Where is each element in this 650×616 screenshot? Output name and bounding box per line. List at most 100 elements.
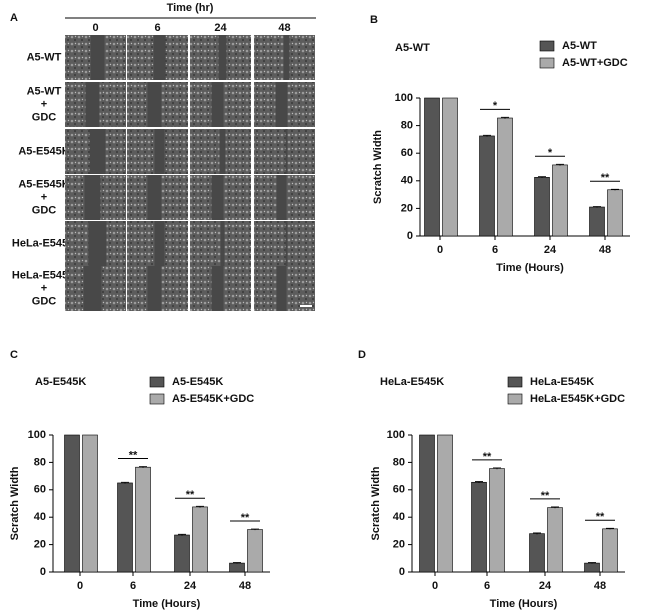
bar [64, 434, 80, 573]
row-label: A5-E545K [18, 178, 69, 190]
legend-label: A5-WT+GDC [562, 57, 628, 69]
bar [534, 177, 550, 237]
error-bar [233, 562, 241, 564]
significance-label: ** [541, 490, 550, 502]
row-label: + [41, 282, 47, 294]
bar [529, 533, 545, 573]
panel-label: D [358, 349, 366, 361]
y-tick-label: 100 [28, 429, 46, 441]
bar [117, 482, 133, 573]
legend-label: A5-WT [562, 40, 597, 52]
chart-title: A5-E545K [35, 376, 86, 388]
bar [135, 466, 151, 573]
row-label: GDC [32, 204, 57, 216]
micrograph [254, 221, 315, 266]
legend-swatch [149, 393, 165, 405]
y-tick-label: 80 [34, 456, 46, 468]
error-bar [556, 163, 564, 166]
scratch [285, 129, 288, 174]
column-label: 6 [154, 22, 160, 34]
bar [589, 206, 605, 237]
x-axis-label: Time (Hours) [133, 598, 201, 610]
error-bar [606, 527, 614, 530]
row-label: A5-WT [27, 51, 62, 63]
y-tick-label: 0 [399, 566, 405, 578]
scratch [88, 221, 107, 266]
row-label: + [41, 98, 47, 110]
bar [174, 534, 190, 573]
y-tick-label: 60 [34, 484, 46, 496]
row-label: GDC [32, 295, 57, 307]
column-label: 0 [92, 22, 98, 34]
y-tick-label: 40 [401, 175, 413, 187]
bar [192, 506, 208, 573]
bar [479, 135, 495, 237]
x-tick-label: 48 [599, 244, 611, 256]
y-tick-label: 40 [34, 511, 46, 523]
error-bar [178, 533, 186, 536]
x-tick-label: 0 [77, 580, 83, 592]
bar [547, 507, 563, 573]
scratch [275, 82, 288, 127]
scratch [89, 129, 106, 174]
legend-label: A5-E545K+GDC [172, 393, 254, 405]
significance-label: * [548, 147, 553, 159]
scratch [218, 35, 227, 80]
significance-label: ** [601, 172, 610, 184]
time-axis-title: Time (hr) [167, 2, 214, 14]
scratch [219, 129, 226, 174]
bar [489, 468, 505, 573]
bar [229, 562, 245, 573]
y-axis-label: Scratch Width [372, 130, 384, 204]
scratch [84, 175, 101, 220]
scratch [283, 35, 290, 80]
legend-label: A5-E545K [172, 376, 223, 388]
scratch [211, 82, 224, 127]
chart-title: HeLa-E545K [380, 376, 444, 388]
legend-swatch [539, 40, 555, 52]
chart-title: A5-WT [395, 42, 430, 54]
legend-swatch [507, 393, 523, 405]
scratch [276, 175, 287, 220]
row-label: HeLa-E545K [12, 269, 76, 281]
error-bar [538, 176, 546, 179]
bar [584, 562, 600, 573]
x-tick-label: 24 [184, 580, 197, 592]
scratch [147, 175, 162, 220]
bar [497, 117, 513, 237]
scratch [147, 82, 162, 127]
error-bar [139, 466, 147, 468]
error-bar [593, 206, 601, 208]
y-tick-label: 60 [393, 484, 405, 496]
x-tick-label: 6 [484, 580, 490, 592]
error-bar [251, 528, 259, 531]
panel-label: A [10, 12, 18, 24]
error-bar [121, 481, 129, 484]
bar [471, 481, 487, 573]
error-bar [611, 188, 619, 191]
y-tick-label: 80 [401, 120, 413, 132]
scratch [83, 266, 102, 311]
bar [247, 529, 263, 573]
legend-swatch [507, 376, 523, 388]
bar [424, 97, 440, 237]
y-tick-label: 0 [407, 230, 413, 242]
y-tick-label: 20 [393, 539, 405, 551]
error-bar [475, 481, 483, 483]
row-label: A5-E545K [18, 145, 69, 157]
significance-label: ** [129, 449, 138, 461]
y-axis-label: Scratch Width [370, 466, 382, 540]
bar [82, 434, 98, 573]
bar [552, 164, 568, 237]
row-label: HeLa-E545K [12, 237, 76, 249]
x-tick-label: 24 [544, 244, 557, 256]
error-bar [588, 562, 596, 564]
scratch [211, 175, 224, 220]
bar [437, 434, 453, 573]
bar [442, 97, 458, 237]
scratch [154, 221, 165, 266]
y-tick-label: 40 [393, 511, 405, 523]
row-label: GDC [32, 111, 57, 123]
x-tick-label: 6 [492, 244, 498, 256]
